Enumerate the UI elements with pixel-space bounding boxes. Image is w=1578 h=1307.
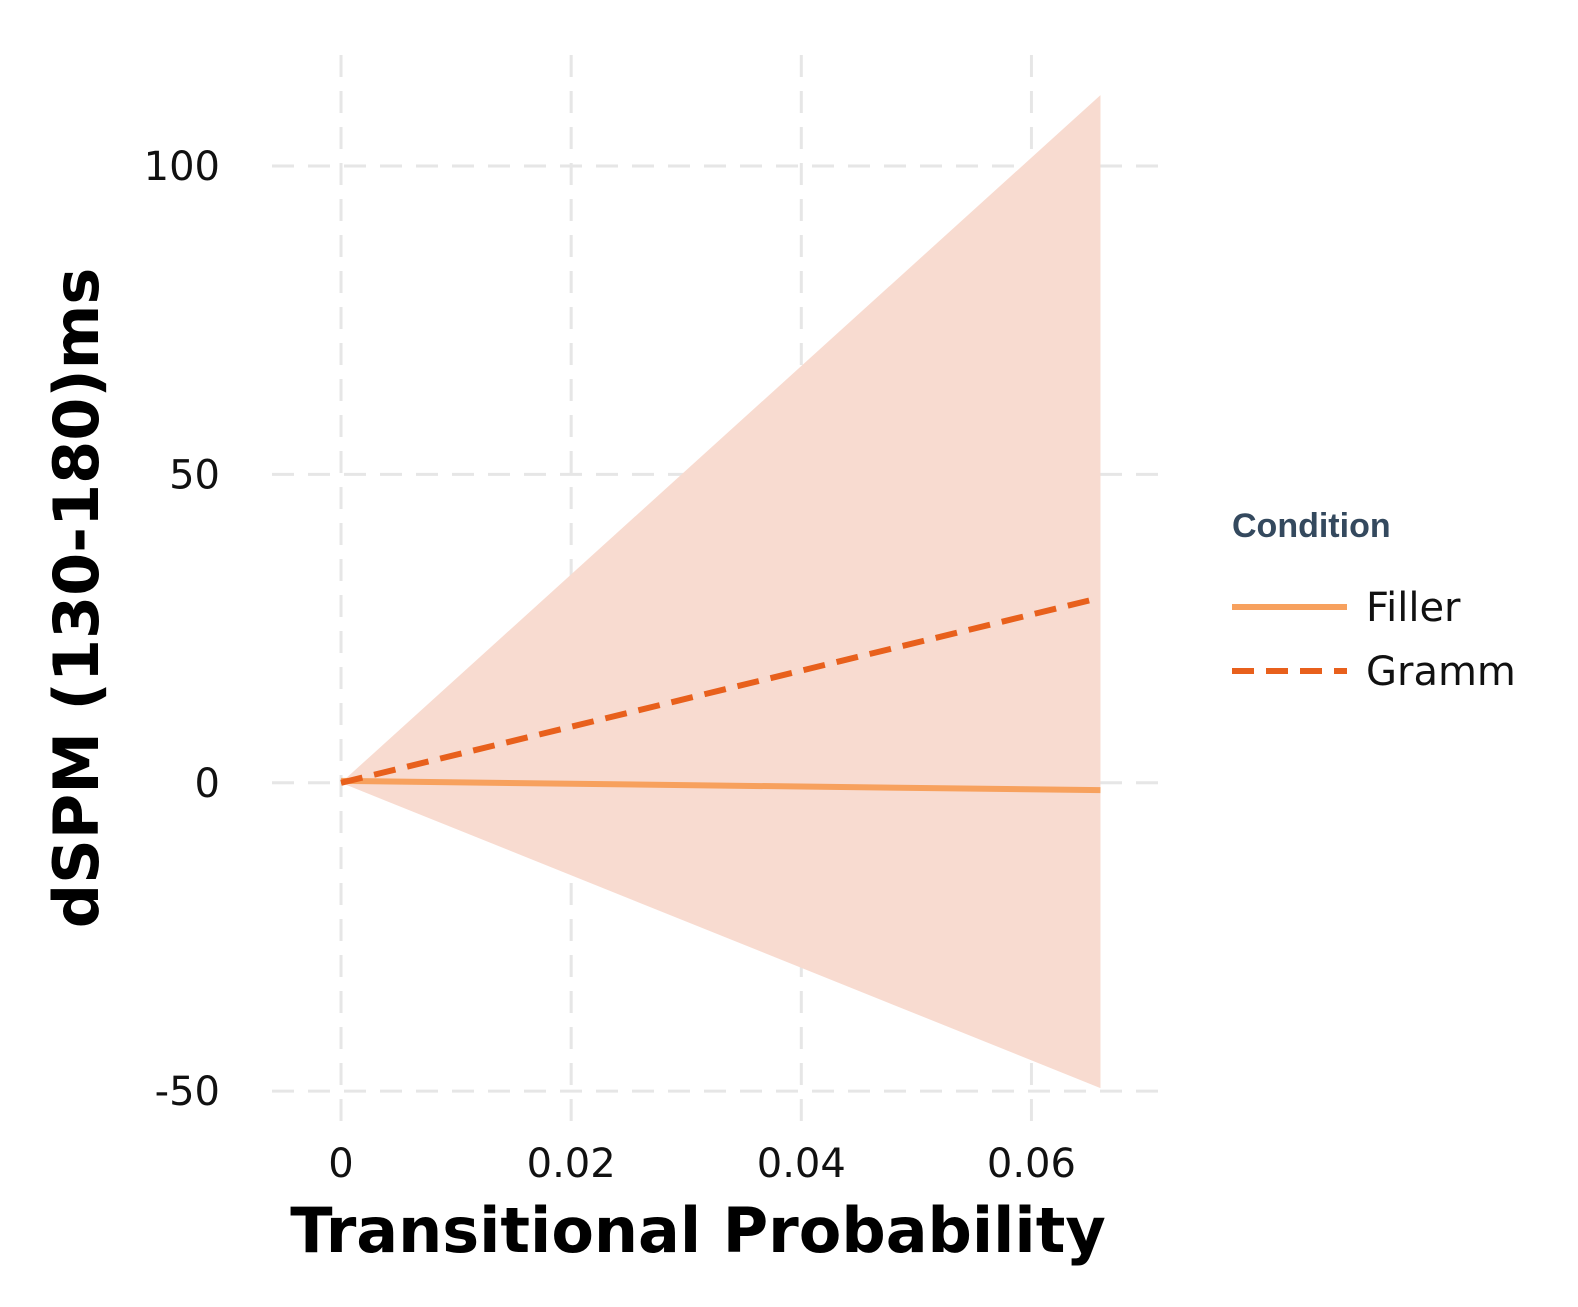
- x-tick-label: 0: [328, 1141, 353, 1187]
- legend: Condition Filler Gramm: [1232, 507, 1516, 695]
- confidence-ribbon: [341, 95, 1101, 1089]
- ribbon-layer: [341, 95, 1101, 1089]
- x-tick-label: 0.06: [987, 1141, 1076, 1187]
- y-tick-label: 50: [169, 452, 220, 498]
- x-tick-label: 0.02: [527, 1141, 616, 1187]
- series-line-filler: [341, 777, 1101, 794]
- x-axis-title: Transitional Probability: [290, 1194, 1106, 1267]
- y-tick-label: 0: [195, 761, 220, 807]
- y-tick-label: -50: [155, 1069, 220, 1115]
- series-line-gramm: [340, 594, 1102, 786]
- legend-label-gramm: Gramm: [1366, 649, 1516, 695]
- y-tick-label: 100: [144, 144, 220, 190]
- legend-label-filler: Filler: [1366, 585, 1461, 631]
- tick-layer: 0 0.02 0.04 0.06 -50 0 50 100: [144, 144, 1076, 1187]
- y-axis-title: dSPM (130-180)ms: [40, 268, 113, 929]
- line-layer: [340, 594, 1102, 794]
- legend-title: Condition: [1232, 507, 1391, 545]
- x-tick-label: 0.04: [757, 1141, 846, 1187]
